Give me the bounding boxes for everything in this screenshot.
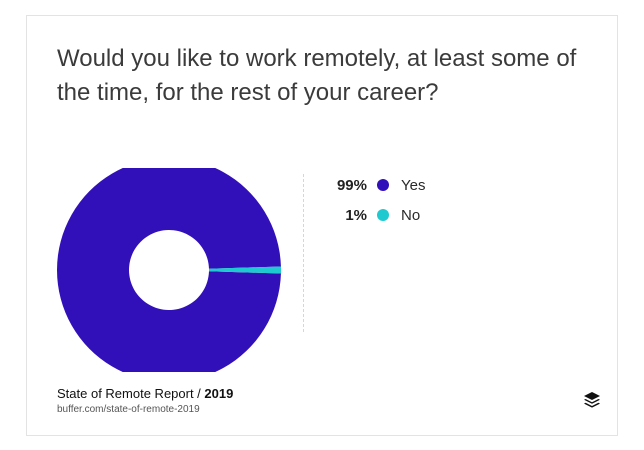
chart-card: Would you like to work remotely, at leas… xyxy=(26,15,618,436)
buffer-logo-icon[interactable] xyxy=(583,391,601,409)
report-name: State of Remote Report / 2019 xyxy=(57,386,233,402)
slice-no xyxy=(208,266,281,274)
report-title: State of Remote Report / xyxy=(57,386,201,401)
legend-value-yes: 99% xyxy=(336,176,367,194)
report-year: 2019 xyxy=(204,386,234,401)
divider xyxy=(303,174,304,332)
chart-title: Would you like to work remotely, at leas… xyxy=(57,45,577,106)
report-url: buffer.com/state-of-remote-2019 xyxy=(57,404,200,415)
legend-label-yes: Yes xyxy=(401,176,426,194)
legend-item-yes: 99% Yes xyxy=(327,174,426,196)
donut-slices xyxy=(57,168,281,372)
legend-label-no: No xyxy=(401,206,421,224)
footer: State of Remote Report / 2019 buffer.com… xyxy=(57,386,233,417)
legend-value-no: 1% xyxy=(345,206,367,224)
legend-item-no: 1% No xyxy=(327,204,425,226)
donut-chart xyxy=(57,168,281,372)
legend: 99% Yes 1% No xyxy=(327,174,426,234)
slice-yes xyxy=(57,168,281,372)
legend-swatch-no xyxy=(377,209,389,221)
legend-swatch-yes xyxy=(377,179,389,191)
